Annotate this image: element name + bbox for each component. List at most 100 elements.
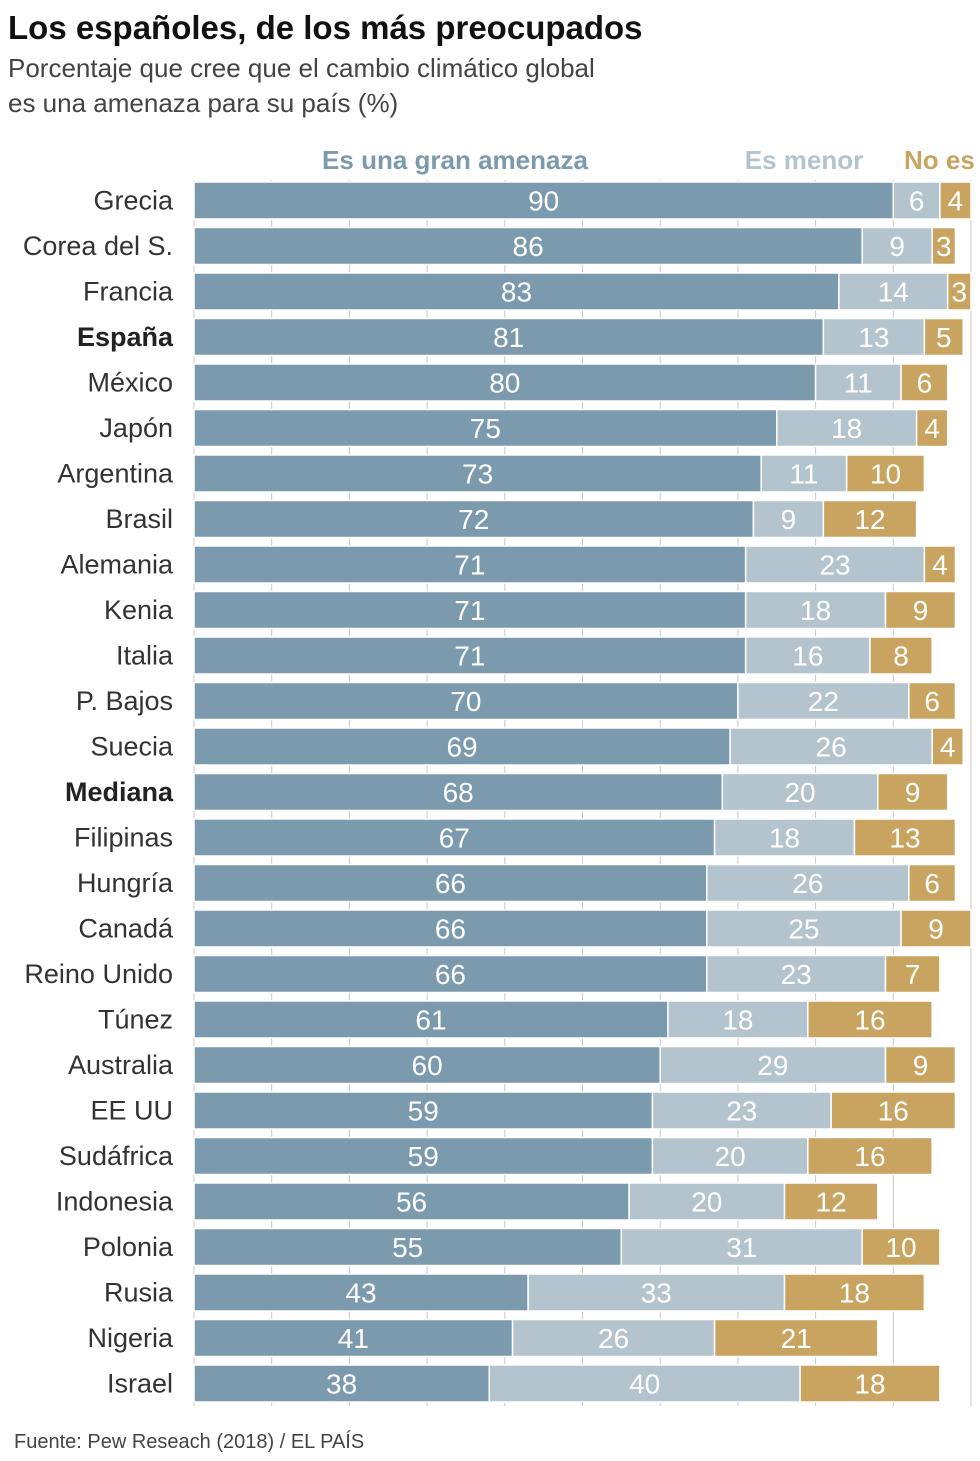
- value-label-no-es-francia: 3: [952, 277, 968, 308]
- bar-gran-amenaza-grecia: [193, 181, 895, 220]
- bar-es-menor-reino-unido: [706, 954, 887, 994]
- value-label-es-menor-polonia: 31: [726, 1232, 757, 1263]
- value-label-es-menor-mediana: 20: [784, 777, 815, 808]
- bar-gran-amenaza-mediana: [193, 772, 724, 812]
- category-label-ee-uu: EE UU: [90, 1096, 173, 1126]
- value-label-no-es-argentina: 10: [870, 459, 901, 490]
- bar-es-menor-nigeria: [511, 1318, 716, 1358]
- bar-no-es-sudafrica: [807, 1136, 933, 1176]
- bar-es-menor-p-bajos: [737, 681, 910, 721]
- bar-no-es-hungria: [908, 863, 957, 903]
- value-label-gran-amenaza-italia: 71: [454, 641, 485, 672]
- bar-no-es-reino-unido: [884, 954, 941, 994]
- value-label-gran-amenaza-israel: 38: [326, 1369, 357, 1400]
- bar-no-es-indonesia: [783, 1182, 879, 1221]
- bar-no-es-filipinas: [853, 818, 957, 857]
- category-label-japon: Japón: [99, 413, 173, 443]
- value-label-es-menor-filipinas: 18: [769, 823, 800, 854]
- category-label-mediana: Mediana: [65, 777, 174, 807]
- value-label-no-es-reino-unido: 7: [905, 959, 921, 990]
- bar-no-es-brasil: [822, 499, 918, 539]
- value-label-no-es-p-bajos: 6: [924, 686, 940, 717]
- value-label-gran-amenaza-canada: 66: [435, 914, 466, 945]
- category-label-suecia: Suecia: [90, 732, 174, 762]
- bar-gran-amenaza-alemania: [193, 545, 747, 584]
- category-label-indonesia: Indonesia: [56, 1187, 174, 1217]
- category-label-brasil: Brasil: [105, 504, 173, 534]
- bar-gran-amenaza-filipinas: [193, 818, 716, 857]
- bar-no-es-francia: [946, 272, 972, 311]
- value-label-gran-amenaza-corea-del-s: 86: [513, 231, 544, 262]
- value-label-gran-amenaza-espana: 81: [493, 322, 524, 353]
- bar-es-menor-sudafrica: [651, 1136, 809, 1176]
- value-label-es-menor-italia: 16: [792, 641, 823, 672]
- value-label-gran-amenaza-australia: 60: [412, 1050, 443, 1081]
- category-label-espana: España: [77, 322, 174, 352]
- value-label-gran-amenaza-kenia: 71: [454, 595, 485, 626]
- bar-no-es-corea-del-s: [931, 226, 957, 266]
- bar-es-menor-hungria: [706, 863, 910, 903]
- value-label-no-es-canada: 9: [928, 914, 944, 945]
- bar-es-menor-australia: [659, 1045, 887, 1085]
- category-label-filipinas: Filipinas: [74, 823, 173, 853]
- source-note: Fuente: Pew Reseach (2018) / EL PAÍS: [14, 1430, 364, 1453]
- bar-no-es-argentina: [845, 454, 926, 493]
- bar-no-es-kenia: [884, 590, 957, 630]
- value-label-no-es-italia: 8: [893, 641, 909, 672]
- legend-label-no-es: No es: [904, 145, 975, 175]
- value-label-es-menor-tunez: 18: [722, 1005, 753, 1036]
- bar-gran-amenaza-italia: [193, 636, 747, 675]
- bar-es-menor-mediana: [721, 772, 879, 812]
- category-label-sudafrica: Sudáfrica: [59, 1141, 174, 1171]
- value-label-gran-amenaza-tunez: 61: [415, 1005, 446, 1036]
- value-label-gran-amenaza-nigeria: 41: [338, 1323, 369, 1354]
- bar-gran-amenaza-australia: [193, 1045, 661, 1085]
- bar-gran-amenaza-ee-uu: [193, 1091, 654, 1130]
- bar-gran-amenaza-argentina: [193, 454, 762, 493]
- value-label-es-menor-francia: 14: [878, 277, 909, 308]
- category-label-corea-del-s: Corea del S.: [23, 231, 173, 261]
- bar-no-es-espana: [923, 317, 964, 357]
- bar-es-menor-polonia: [620, 1227, 863, 1267]
- bar-gran-amenaza-p-bajos: [193, 681, 739, 721]
- value-label-es-menor-suecia: 26: [816, 732, 847, 763]
- value-label-es-menor-argentina: 11: [789, 459, 818, 490]
- value-label-no-es-brasil: 12: [854, 504, 885, 535]
- bar-gran-amenaza-nigeria: [193, 1318, 514, 1358]
- value-label-no-es-espana: 5: [936, 322, 952, 353]
- legend: Es una gran amenaza Es menor No es: [322, 145, 975, 175]
- value-label-es-menor-ee-uu: 23: [726, 1096, 757, 1127]
- legend-label-gran-amenaza: Es una gran amenaza: [322, 145, 588, 175]
- value-label-es-menor-sudafrica: 20: [715, 1141, 746, 1172]
- bar-es-menor-filipinas: [713, 818, 856, 857]
- bar-gran-amenaza-sudafrica: [193, 1136, 654, 1176]
- value-label-es-menor-mexico: 11: [844, 368, 873, 399]
- value-label-no-es-mexico: 6: [917, 368, 933, 399]
- category-label-reino-unido: Reino Unido: [24, 959, 173, 989]
- bar-no-es-polonia: [861, 1227, 941, 1267]
- value-label-no-es-indonesia: 12: [816, 1187, 847, 1218]
- value-label-no-es-corea-del-s: 3: [936, 231, 952, 262]
- bar-gran-amenaza-suecia: [193, 727, 731, 766]
- value-label-es-menor-indonesia: 20: [691, 1187, 722, 1218]
- value-label-gran-amenaza-ee-uu: 59: [408, 1096, 439, 1127]
- bar-no-es-alemania: [923, 545, 957, 584]
- value-label-gran-amenaza-francia: 83: [501, 277, 532, 308]
- category-label-grecia: Grecia: [93, 186, 174, 216]
- bar-no-es-ee-uu: [830, 1091, 957, 1130]
- value-label-no-es-ee-uu: 16: [878, 1096, 909, 1127]
- category-label-p-bajos: P. Bajos: [76, 686, 173, 716]
- value-label-es-menor-japon: 18: [831, 413, 862, 444]
- category-label-australia: Australia: [68, 1050, 174, 1080]
- value-label-no-es-polonia: 10: [885, 1232, 916, 1263]
- category-label-nigeria: Nigeria: [87, 1323, 174, 1353]
- category-label-mexico: México: [87, 368, 173, 398]
- value-label-gran-amenaza-polonia: 55: [392, 1232, 423, 1263]
- bar-gran-amenaza-indonesia: [193, 1182, 630, 1221]
- bar-es-menor-argentina: [760, 454, 848, 493]
- value-label-gran-amenaza-filipinas: 67: [439, 823, 470, 854]
- value-label-es-menor-hungria: 26: [792, 868, 823, 899]
- bar-gran-amenaza-francia: [193, 272, 840, 311]
- value-label-es-menor-corea-del-s: 9: [889, 231, 905, 262]
